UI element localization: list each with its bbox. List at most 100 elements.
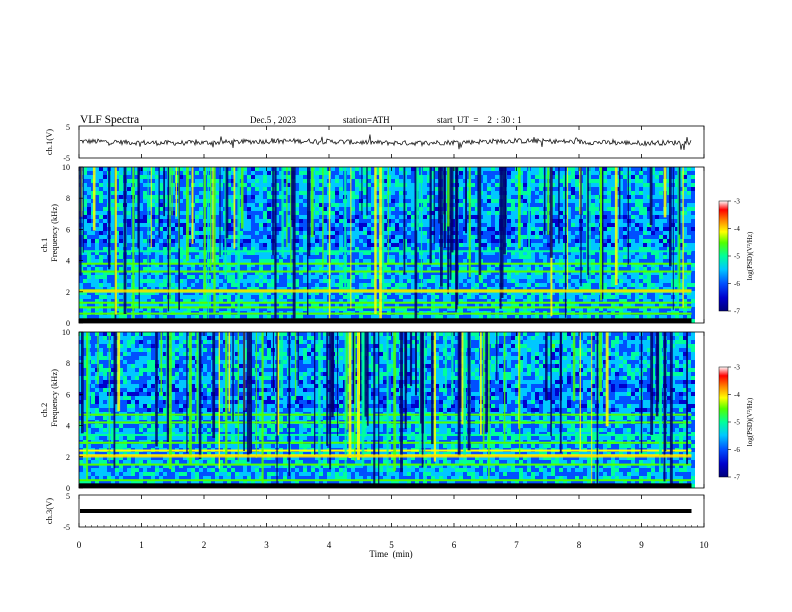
spectrogram-cell [651,255,655,259]
spectrogram-cell [295,179,299,183]
spectrogram-cell [531,227,535,231]
spectrogram-cell [519,235,523,239]
spectrogram-cell [287,183,291,187]
spectrogram-cell [623,227,627,231]
spectrogram-cell [103,275,107,279]
spectrogram-cell [251,215,255,219]
spectrogram-cell [659,239,663,243]
spectrogram-cell [607,199,611,203]
spectrogram-cell [195,231,199,235]
spectrogram-cell [147,183,151,187]
spectrogram-cell [399,275,403,279]
spectrogram-cell [491,207,495,211]
spectrogram-cell [371,227,375,231]
spectrogram-cell [623,203,627,207]
spectrogram-cell [279,227,283,231]
spectrogram-cell [267,175,271,179]
spectrogram-cell [519,171,523,175]
spectrogram-cell [643,195,647,199]
spectrogram-cell [483,283,487,287]
spectrogram-cell [427,175,431,179]
spectrogram-cell [535,239,539,243]
spectrogram-cell [163,223,167,227]
spectrogram-cell [215,251,219,255]
spectrogram-cell [383,231,387,235]
spectrogram-cell [159,275,163,279]
spectrogram-cell [631,235,635,239]
spectrogram-cell [495,255,499,259]
spectrogram-cell [251,183,255,187]
spectrogram-cell [355,275,359,279]
spectrogram-cell [111,187,115,191]
spectrogram-cell [663,243,667,247]
spectrogram-cell [591,219,595,223]
spectrogram-cell [691,175,695,179]
spectrogram-cell [155,279,159,283]
spectrogram-cell [267,259,271,263]
spectrogram-cell [391,275,395,279]
spectrogram-cell [119,267,123,271]
spectrogram-cell [139,179,143,183]
spectrogram-cell [227,279,231,283]
spectrogram-cell [283,243,287,247]
spectrogram-cell [255,175,259,179]
spectrogram-cell [95,211,99,215]
spectrogram-cell [567,199,571,203]
spectrogram-cell [175,231,179,235]
spectrogram-cell [363,219,367,223]
spectrogram-cell [395,251,399,255]
spectrogram-cell [263,251,267,255]
spectrogram-cell [583,243,587,247]
spectrogram-cell [387,275,391,279]
spectrogram-cell [183,295,187,299]
spectrogram-cell [107,279,111,283]
spectrogram-cell [687,255,691,259]
spectrogram-cell [115,259,119,263]
spectrogram-cell [559,171,563,175]
spectrogram-cell [511,275,515,279]
spectrogram-cell [187,203,191,207]
spectrogram-cell [651,199,655,203]
spectrogram-cell [387,239,391,243]
spectrogram-cell [551,239,555,243]
spectrogram-cell [555,243,559,247]
spectrogram-cell [147,227,151,231]
spectrogram-cell [607,171,611,175]
spectrogram-cell [659,275,663,279]
spectrogram-cell [323,247,327,251]
spectrogram-cell [519,255,523,259]
spectrogram-cell [247,255,251,259]
spectrogram-cell [559,219,563,223]
spectrogram-cell [635,227,639,231]
spectrogram-cell [531,175,535,179]
spectrogram-cell [279,251,283,255]
spectrogram-cell [339,223,343,227]
spectrogram-cell [683,211,687,215]
spectrogram-cell [471,259,475,263]
spectrogram-cell [199,219,203,223]
spectrogram-cell [251,251,255,255]
spectrogram-cell [507,283,511,287]
spectrogram-cell [231,199,235,203]
spectrogram-cell [647,199,651,203]
spectrogram-cell [151,183,155,187]
spectrogram-cell [559,199,563,203]
spectrogram-cell [83,223,87,227]
spectrogram-cell [691,199,695,203]
spectrogram-cell [491,187,495,191]
spectrogram-cell [647,223,651,227]
spectrogram-cell [351,195,355,199]
spectrogram-cell [163,251,167,255]
spectrogram-cell [431,211,435,215]
spectrogram-cell [595,267,599,271]
spectrogram-cell [471,251,475,255]
spectrogram-cell [431,179,435,183]
spectrogram-cell [651,195,655,199]
spectrogram-cell [583,223,587,227]
spectrogram-cell [607,227,611,231]
spectrogram-cell [303,195,307,199]
spectrogram-cell [647,283,651,287]
spectrogram-cell [367,255,371,259]
spectrogram-cell [555,191,559,195]
